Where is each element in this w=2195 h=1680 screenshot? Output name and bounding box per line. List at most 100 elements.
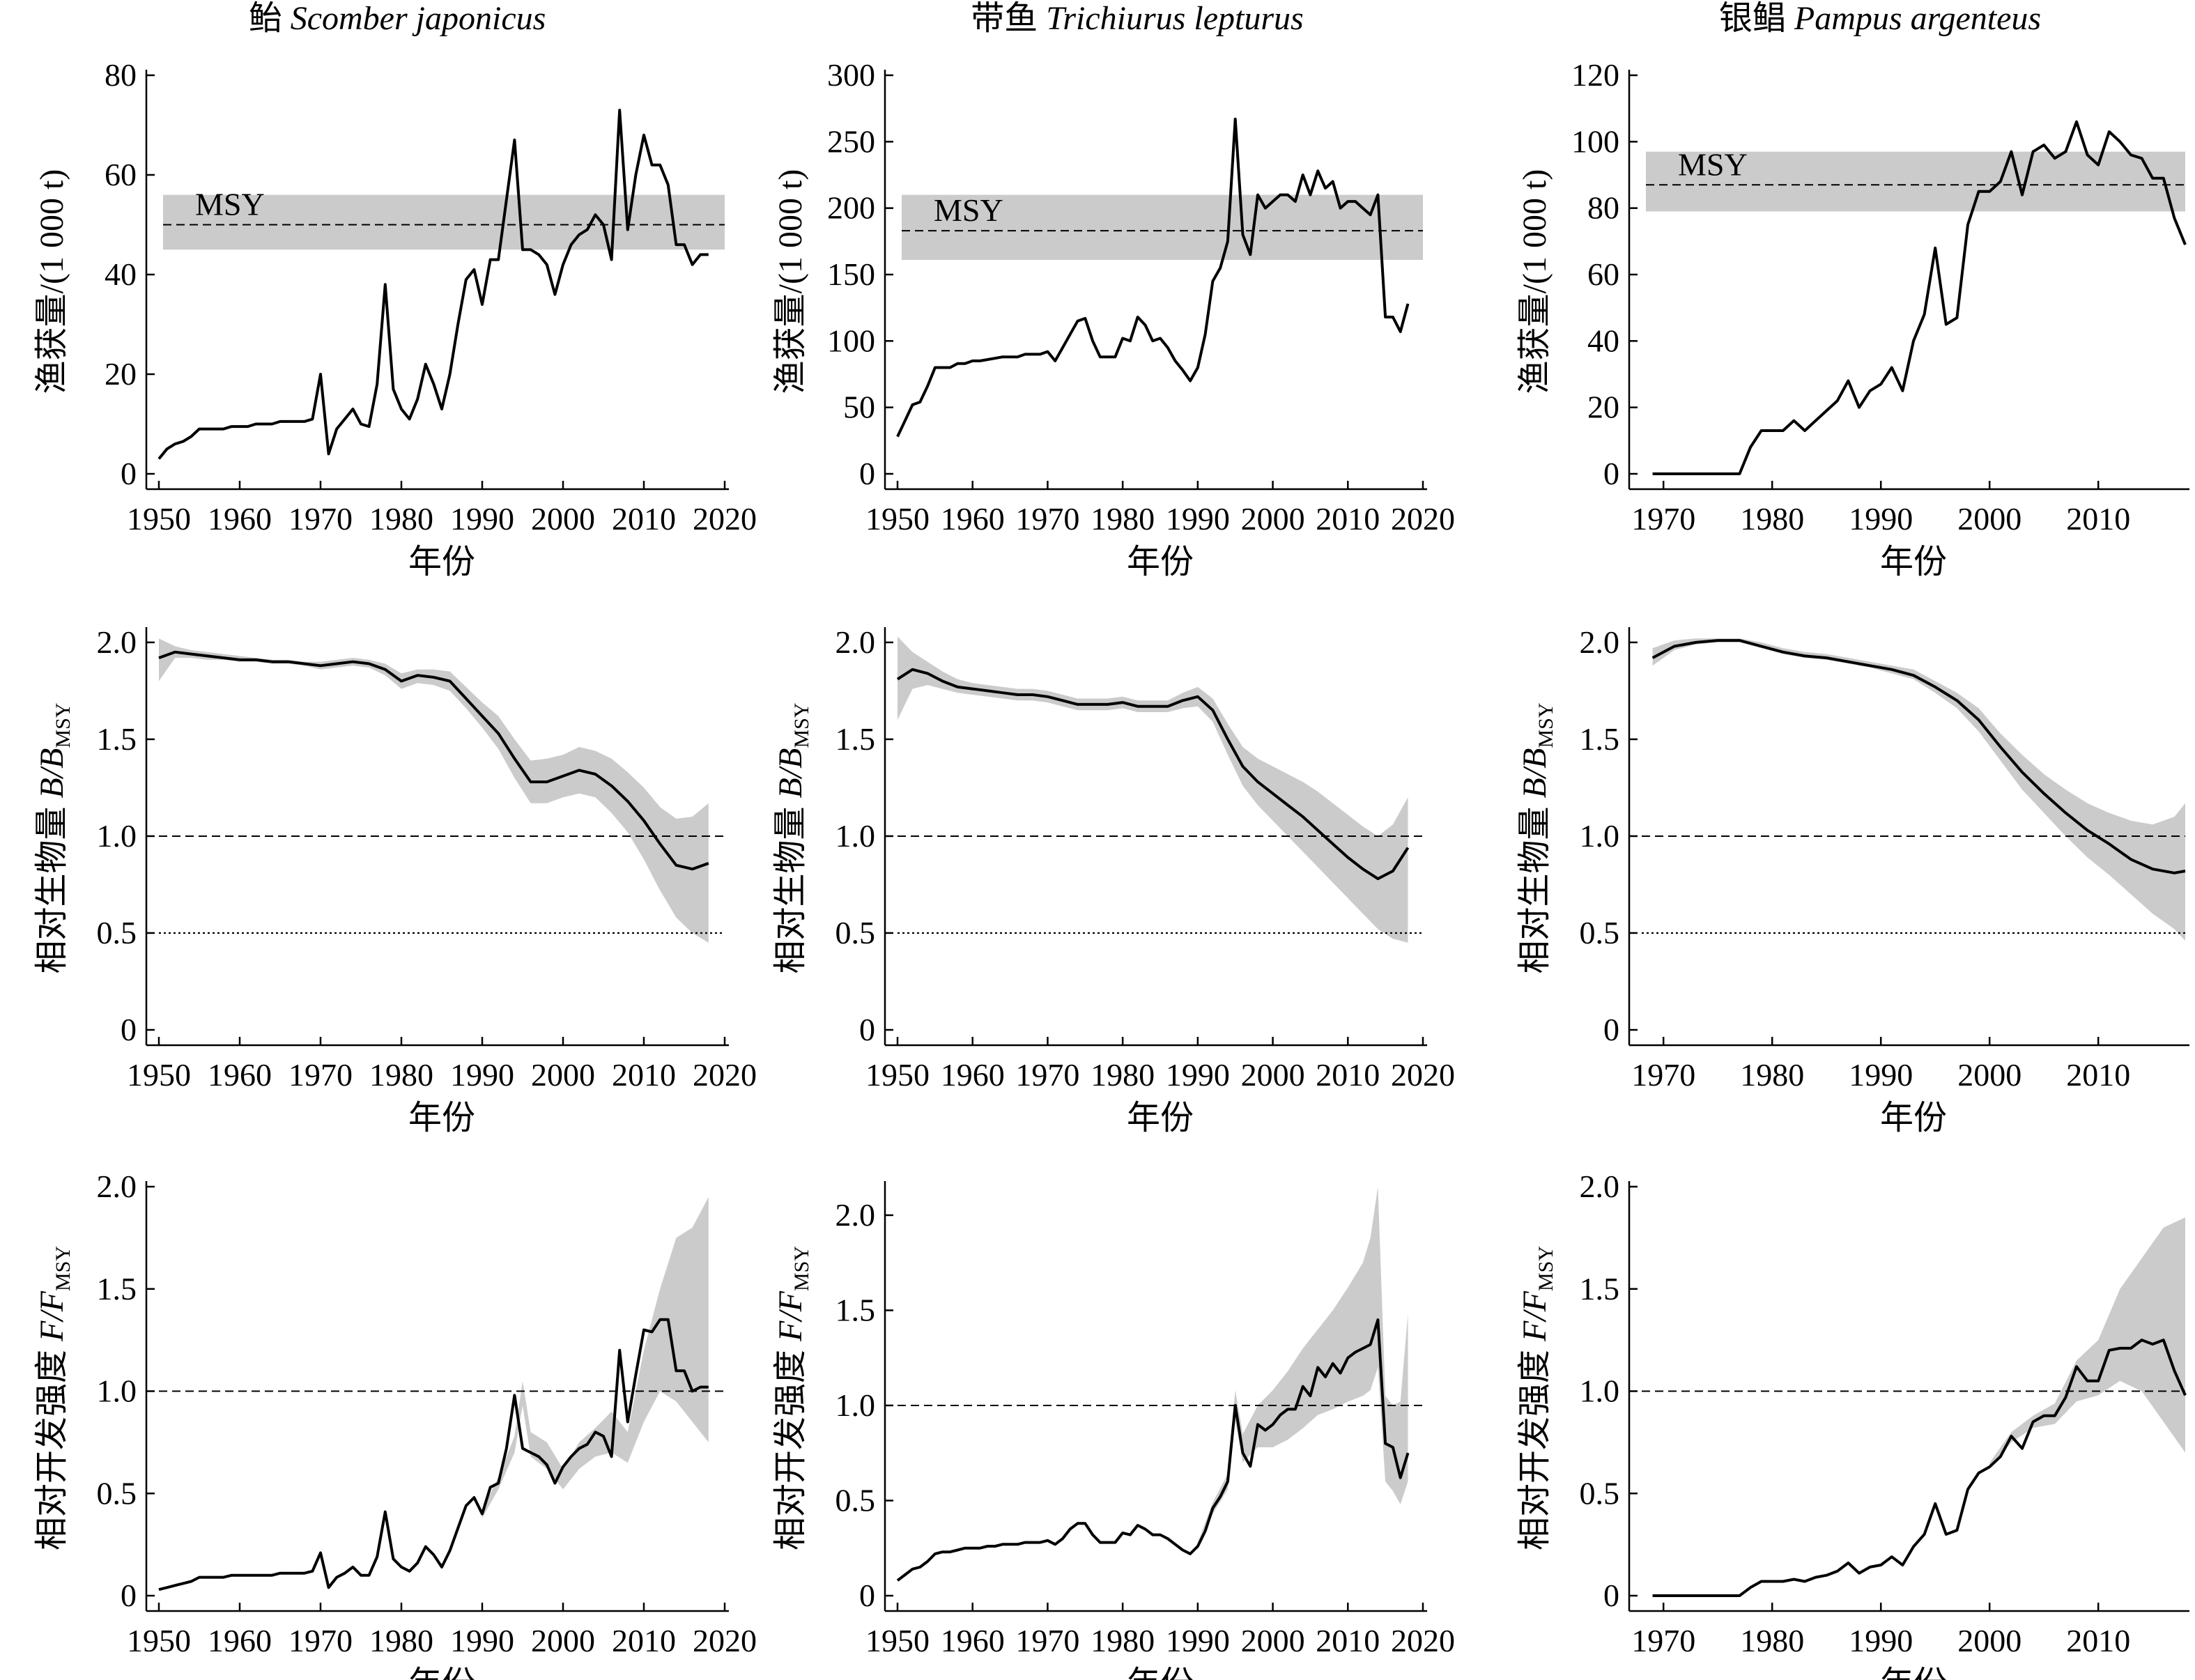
x-tick-label: 1970 [1015, 1623, 1079, 1658]
y-tick-label: 0 [121, 1578, 137, 1613]
x-tick-label: 2010 [612, 501, 676, 537]
y-axis-label: 相对生物量 B/BMSY [772, 702, 813, 973]
y-tick-label: 2.0 [835, 1197, 876, 1233]
y-tick-label: 1.5 [97, 721, 137, 757]
y-tick-label: 80 [105, 57, 137, 93]
x-tick-label: 2010 [2066, 501, 2130, 537]
x-tick-label: 1980 [1740, 501, 1804, 537]
uncertainty-band [1197, 1187, 1408, 1550]
panel-f-mackerel: 0 0.5 1.0 1.5 2.0 1950 1960 1970 1980 1990 2000 201… [33, 1169, 757, 1680]
y-tick-label: 20 [1587, 390, 1619, 425]
x-tick-label: 2010 [1316, 1623, 1380, 1658]
x-tick-label: 2020 [693, 1623, 757, 1658]
x-tick-label: 1960 [941, 1057, 1005, 1093]
title-pomfret: 银鲳 Pampus argenteus [1719, 0, 2041, 37]
msy-band [902, 194, 1423, 261]
x-tick-label: 2010 [612, 1057, 676, 1093]
x-axis-label: 年份 [408, 1100, 475, 1136]
x-tick-label: 1990 [1849, 501, 1913, 537]
x-tick-label: 1990 [1166, 501, 1230, 537]
x-tick-label: 1990 [1849, 1057, 1913, 1093]
y-tick-label: 150 [827, 256, 875, 292]
y-tick-label: 1.5 [1580, 1271, 1620, 1307]
x-tick-label: 2000 [1957, 1623, 2021, 1658]
y-tick-label: 300 [827, 57, 875, 93]
x-tick-label: 1950 [127, 1623, 191, 1658]
series-line [1652, 1339, 2187, 1597]
y-tick-label: 2.0 [1580, 624, 1620, 660]
y-tick-label: 0 [1603, 1012, 1619, 1047]
x-tick-label: 1970 [1631, 1623, 1695, 1658]
x-tick-label: 1950 [127, 501, 191, 537]
y-tick-label: 1.0 [835, 818, 876, 854]
x-tick-label: 2010 [2066, 1623, 2130, 1658]
x-tick-label: 2000 [1241, 1623, 1305, 1658]
y-tick-label: 1.5 [97, 1271, 137, 1307]
y-tick-label: 100 [827, 323, 875, 358]
x-tick-label: 1970 [288, 1057, 353, 1093]
x-tick-label: 2020 [693, 1057, 757, 1093]
x-tick-label: 1980 [369, 1623, 433, 1658]
y-tick-label: 0.5 [97, 1475, 137, 1511]
x-tick-label: 1980 [1091, 501, 1155, 537]
x-axis-label: 年份 [1880, 1100, 1947, 1136]
panel-biomass-hairtail: 0 0.5 1.0 1.5 2.0 1950 1960 1970 1980 1990 2000 201… [772, 624, 1455, 1136]
y-tick-label: 40 [105, 256, 137, 292]
y-tick-label: 1.0 [835, 1387, 876, 1423]
x-axis-label: 年份 [408, 1665, 475, 1680]
x-tick-label: 2010 [1316, 501, 1380, 537]
x-tick-label: 2010 [612, 1623, 676, 1658]
y-tick-label: 0 [121, 456, 137, 491]
y-tick-label: 40 [1587, 323, 1619, 358]
y-tick-label: 60 [1587, 256, 1619, 292]
msy-label: MSY [195, 187, 265, 222]
panel-biomass-pomfret: 0 0.5 1.0 1.5 2.0 1970 1980 1990 2000 2010 年份 相对生物量… [1516, 624, 2189, 1136]
y-tick-label: 1.5 [835, 721, 876, 757]
uncertainty-band [1652, 638, 2185, 941]
y-tick-label: 2.0 [97, 624, 137, 660]
panel-catch-pomfret: MSY 0 20 40 60 80 100 120 1970 1980 1990 2000 2010 年份… [1516, 57, 2189, 580]
uncertainty-band [898, 636, 1408, 943]
msy-label: MSY [1678, 146, 1748, 182]
x-axis-label: 年份 [1880, 1665, 1947, 1680]
x-tick-label: 1960 [208, 501, 272, 537]
y-tick-label: 0.5 [835, 915, 876, 950]
panel-f-hairtail: 0 0.5 1.0 1.5 2.0 1950 1960 1970 1980 1990 2000 201… [772, 1181, 1455, 1680]
x-tick-label: 1950 [865, 1623, 930, 1658]
x-tick-label: 1990 [450, 501, 514, 537]
y-tick-label: 1.0 [1580, 818, 1620, 854]
uncertainty-band [1989, 1217, 2185, 1469]
title-hairtail: 带鱼 Trichiurus lepturus [971, 0, 1303, 37]
y-tick-label: 0 [859, 1578, 875, 1613]
panel-catch-mackerel: MSY 0 20 40 60 80 1950 1960 1970 1980 1990 2000 2010… [33, 57, 757, 580]
series-line [896, 117, 1410, 438]
x-tick-label: 1970 [1631, 501, 1695, 537]
y-tick-label: 100 [1571, 123, 1619, 159]
y-tick-label: 0.5 [1580, 915, 1620, 950]
x-tick-label: 2000 [1241, 1057, 1305, 1093]
x-tick-label: 1960 [208, 1623, 272, 1658]
y-axis-label: 相对开发强度 F/FMSY [33, 1246, 75, 1550]
series-line [896, 668, 1410, 881]
panel-biomass-mackerel: 0 0.5 1.0 1.5 2.0 1950 1960 1970 1980 1990 2000 201… [33, 624, 757, 1136]
y-tick-label: 0 [121, 1012, 137, 1047]
y-tick-label: 80 [1587, 190, 1619, 226]
x-tick-label: 1980 [369, 1057, 433, 1093]
y-axis-label: 渔获量/(1 000 t) [33, 169, 70, 394]
y-tick-label: 0 [1603, 456, 1619, 491]
x-tick-label: 1950 [127, 1057, 191, 1093]
y-tick-label: 2.0 [1580, 1169, 1620, 1204]
y-axis-label: 渔获量/(1 000 t) [772, 169, 809, 394]
title-mackerel: 鲐 Scomber japonicus [249, 0, 546, 37]
x-tick-label: 1960 [208, 1057, 272, 1093]
series-line [1651, 639, 2186, 874]
x-tick-label: 2000 [1957, 1057, 2021, 1093]
y-tick-label: 0 [859, 456, 875, 491]
x-tick-label: 2000 [531, 1057, 595, 1093]
y-axis-label: 相对开发强度 F/FMSY [1516, 1246, 1557, 1550]
x-tick-label: 2020 [693, 501, 757, 537]
x-axis-label: 年份 [1127, 1665, 1194, 1680]
x-tick-label: 2010 [1316, 1057, 1380, 1093]
y-tick-label: 0.5 [97, 915, 137, 950]
x-tick-label: 2000 [1957, 501, 2021, 537]
